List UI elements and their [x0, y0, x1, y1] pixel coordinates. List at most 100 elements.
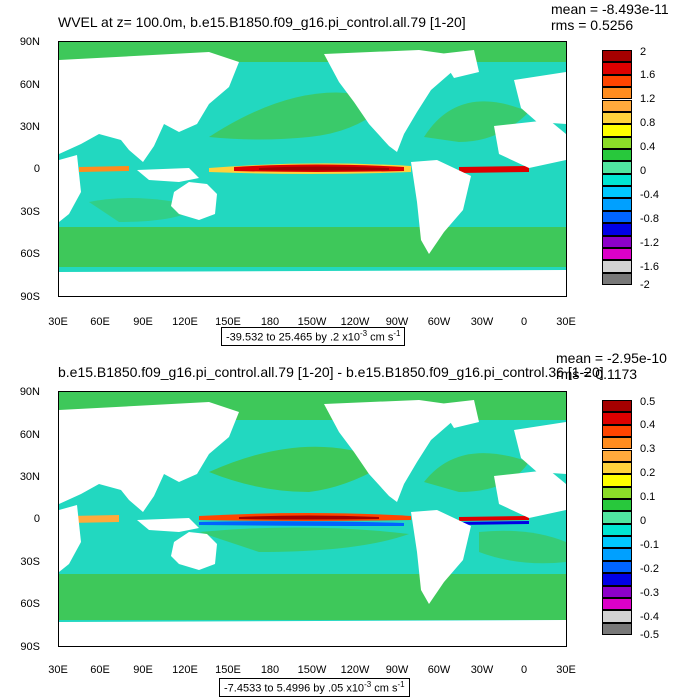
range-unit-exponent: -1	[397, 680, 405, 689]
panel1-range-box: -39.532 to 25.465 by .2 x10-3 cm s-1	[221, 327, 406, 346]
north-pacific-band	[209, 92, 389, 140]
lat-label: 0	[33, 163, 40, 175]
colorbar-swatch	[602, 62, 632, 75]
lon-label: 150E	[215, 664, 241, 676]
panel1-rms: rms = 0.5256	[551, 17, 634, 33]
land-masses	[59, 50, 566, 296]
colorbar-label: 0.3	[640, 443, 656, 455]
lat-label: 90N	[19, 386, 40, 398]
colorbar-label: -0.3	[640, 587, 659, 599]
colorbar-label: 1.2	[640, 93, 656, 105]
colorbar-label: 2	[640, 46, 647, 58]
panel1-mean: mean = -8.493e-11	[551, 1, 669, 17]
equatorial-atlantic-feature	[459, 516, 529, 521]
colorbar-swatch	[602, 523, 632, 537]
lon-label: 90W	[385, 316, 409, 328]
lat-label: 30N	[19, 471, 40, 483]
equatorial-indian-feature	[79, 166, 129, 172]
colorbar-label: 0	[640, 165, 647, 177]
colorbar-swatch	[602, 136, 632, 149]
lon-label: 90E	[133, 316, 153, 328]
lat-label: 90S	[20, 641, 40, 653]
colorbar-label: -0.2	[640, 563, 659, 575]
colorbar-swatch	[602, 87, 632, 100]
colorbar-swatch	[602, 474, 632, 487]
colorbar-swatch	[602, 198, 632, 211]
south-america	[411, 510, 471, 604]
north-atlantic-band	[424, 101, 529, 142]
australia	[171, 532, 217, 570]
colorbar-swatch	[602, 161, 632, 174]
range-unit: cm s	[371, 682, 398, 695]
asia-europe	[59, 52, 239, 162]
colorbar-swatch	[602, 573, 632, 586]
north-africa	[494, 470, 566, 518]
colorbar-swatch	[602, 223, 632, 236]
lon-label: 30E	[556, 316, 576, 328]
colorbar-swatch	[602, 260, 632, 273]
colorbar-swatch	[602, 50, 632, 63]
southern-ocean-band	[59, 227, 566, 267]
colorbar-label: -0.1	[640, 539, 659, 551]
colorbar-swatch	[602, 424, 632, 438]
lon-label: 150W	[297, 664, 327, 676]
equatorial-atlantic-upwelling	[459, 166, 529, 173]
colorbar-swatch	[602, 536, 632, 549]
colorbar-label: -2	[640, 279, 650, 291]
panel2-map	[58, 391, 567, 647]
colorbar-swatch	[602, 400, 632, 413]
europe	[514, 72, 566, 124]
lon-label: 60E	[90, 664, 110, 676]
panel2-range-box: -7.4533 to 5.4996 by .05 x10-3 cm s-1	[219, 678, 410, 697]
colorbar-label: 0.5	[640, 396, 656, 408]
panel1-colorbar: 2 1.6 1.2 0.8 0.4 0 -0.4 -0.8 -1.2 -1.6 …	[602, 46, 672, 291]
north-pacific-band	[209, 446, 389, 492]
colorbar-swatch	[602, 610, 632, 623]
colorbar-label: 0.4	[640, 419, 656, 431]
asia-europe	[59, 402, 239, 512]
maritime-continent	[137, 518, 199, 532]
colorbar-swatch	[602, 124, 632, 137]
panel2-colorbar: 0.5 0.4 0.3 0.2 0.1 0 -0.1 -0.2 -0.3 -0.…	[602, 396, 672, 641]
colorbar-swatch	[602, 148, 632, 162]
australia	[171, 182, 217, 220]
lon-label: 60W	[427, 664, 451, 676]
lon-label: 90W	[385, 664, 409, 676]
colorbar-label: -0.8	[640, 213, 659, 225]
colorbar-swatch	[602, 437, 632, 450]
range-unit-exponent: -1	[393, 329, 401, 338]
panel2-rms: rms = 0.1173	[556, 366, 638, 382]
colorbar-label: 1.6	[640, 69, 656, 81]
lon-label: 120W	[340, 316, 370, 328]
colorbar-label: -0.4	[640, 189, 659, 201]
greenland	[439, 50, 479, 78]
colorbar-swatch	[602, 461, 632, 475]
lat-label: 30S	[20, 556, 40, 568]
europe	[514, 422, 566, 474]
colorbar-swatch	[602, 412, 632, 425]
lon-label: 120W	[340, 664, 370, 676]
panel1-map-svg	[59, 42, 566, 296]
colorbar-swatch	[602, 235, 632, 248]
colorbar-swatch	[602, 111, 632, 125]
colorbar-swatch	[602, 173, 632, 187]
equatorial-pacific-negative	[199, 521, 404, 526]
equatorial-pacific-core	[259, 166, 389, 171]
colorbar-swatch	[602, 622, 632, 635]
range-exponent: -3	[364, 680, 372, 689]
colorbar-swatch	[602, 272, 632, 285]
colorbar-label: -0.4	[640, 611, 659, 623]
lon-label: 180	[260, 316, 280, 328]
colorbar-swatch	[602, 486, 632, 499]
equatorial-indian-feature	[69, 515, 119, 523]
panel1-map	[58, 41, 567, 297]
lon-label: 120E	[172, 664, 198, 676]
colorbar-label: -0.5	[640, 629, 659, 641]
colorbar-label: 0.1	[640, 491, 656, 503]
colorbar-swatch	[602, 99, 632, 112]
lat-label: 60S	[20, 598, 40, 610]
panel1-title: WVEL at z= 100.0m, b.e15.B1850.f09_g16.p…	[58, 14, 466, 30]
lon-label: 30E	[48, 316, 68, 328]
lon-label: 30E	[556, 664, 576, 676]
south-atlantic-band	[479, 530, 566, 564]
